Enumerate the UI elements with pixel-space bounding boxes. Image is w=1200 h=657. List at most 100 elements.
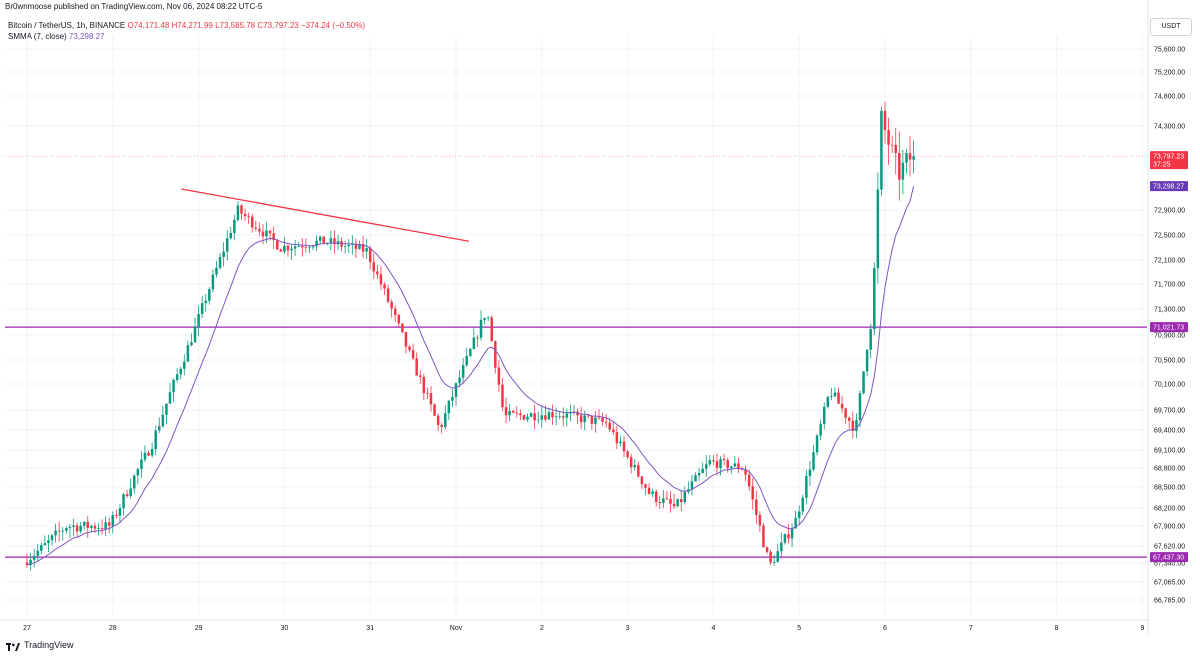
candle-body [519, 413, 522, 416]
x-tick-label: 28 [109, 625, 117, 632]
candle-body [393, 308, 397, 315]
candle-body [776, 551, 780, 563]
candle-body [436, 415, 440, 425]
candle-body [122, 494, 125, 509]
candle-body [100, 528, 104, 530]
candle-body [93, 525, 97, 529]
candle-body [147, 452, 150, 456]
candle-body [190, 342, 193, 346]
candle-body [140, 459, 143, 470]
candle-body [501, 384, 504, 408]
candle-body [390, 301, 393, 309]
candle-body [587, 415, 590, 417]
candle-body [132, 475, 136, 489]
candle-body [483, 317, 486, 320]
candle-body [715, 461, 719, 469]
candle-body [361, 244, 365, 252]
candle-body [158, 426, 161, 431]
candle-body [172, 379, 175, 393]
candle-body [898, 153, 901, 180]
y-tick-label: 68,800.00 [1154, 466, 1185, 473]
candle-body [862, 371, 865, 394]
candle-body [808, 469, 812, 477]
y-tick-label: 70,500.00 [1154, 358, 1185, 365]
candle-body [465, 356, 468, 366]
candle-body [508, 411, 511, 416]
x-tick-label: 6 [883, 625, 887, 632]
candle-body [290, 248, 293, 251]
candle-body [626, 451, 629, 458]
candle-body [497, 367, 501, 385]
candle-body [822, 406, 826, 424]
currency-button[interactable]: USDT [1150, 18, 1192, 36]
candle-body [179, 368, 182, 375]
candle-body [183, 361, 186, 369]
legend-symbol-row: Bitcoin / TetherUS, 1h, BINANCE O74,171.… [8, 20, 365, 31]
candle-body [318, 236, 322, 241]
candle-body [379, 274, 383, 285]
candle-body [376, 271, 379, 275]
candle-body [740, 469, 744, 470]
y-tick-label: 74,800.00 [1154, 94, 1185, 101]
indicator-value: 73,298.27 [68, 32, 105, 41]
candle-body [762, 525, 765, 548]
candle-body [769, 551, 772, 563]
candle-body [383, 284, 386, 289]
candle-body [880, 110, 883, 190]
candle-body [458, 377, 461, 384]
candle-body [386, 288, 390, 302]
candle-body [204, 300, 208, 304]
candle-body [297, 245, 300, 247]
candle-body [186, 345, 190, 362]
candle-body [647, 487, 651, 494]
candle-body [36, 550, 39, 556]
candle-body [208, 289, 211, 301]
candle-body [594, 417, 597, 424]
candle-body [733, 463, 737, 467]
candle-body [651, 491, 654, 494]
candle-body [229, 232, 233, 239]
candle-body [65, 528, 68, 531]
candle-body [240, 205, 243, 214]
candle-body [812, 452, 815, 470]
candle-body [225, 238, 229, 252]
candle-body [461, 365, 465, 378]
candle-body [905, 153, 908, 163]
y-tick-label: 68,200.00 [1154, 506, 1185, 513]
smma-line [26, 185, 915, 566]
candle-body [690, 481, 694, 490]
candle-body [193, 326, 197, 343]
candle-body [597, 417, 601, 419]
candle-body [322, 236, 325, 244]
candle-body [79, 525, 82, 532]
candle-body [780, 542, 783, 552]
level-price-tag-bg [1150, 322, 1188, 333]
y-tick-label: 69,400.00 [1154, 428, 1185, 435]
candle-body [765, 547, 769, 552]
candle-body [712, 460, 715, 462]
candle-body [265, 230, 268, 237]
tradingview-logo-icon [6, 641, 20, 651]
candle-body [819, 423, 822, 436]
candle-body [640, 476, 644, 485]
candle-body [75, 525, 79, 532]
candle-body [447, 400, 451, 414]
trendline [181, 188, 469, 242]
level-price-tag-bg [1150, 552, 1188, 563]
candle-body [143, 452, 147, 460]
candle-body [422, 376, 426, 394]
candle-body [551, 412, 554, 418]
y-tick-label: 72,900.00 [1154, 208, 1185, 215]
candle-body [883, 110, 887, 131]
candle-body [583, 415, 586, 423]
candle-body [308, 247, 311, 249]
y-tick-label: 71,700.00 [1154, 282, 1185, 289]
candle-body [404, 332, 408, 347]
y-tick-label: 75,600.00 [1154, 47, 1185, 54]
candle-body [504, 407, 508, 416]
symbol-label: Bitcoin / TetherUS, 1h, BINANCE [8, 21, 126, 30]
level-price-tag: 71,021.73 [1153, 325, 1184, 332]
candle-body [722, 459, 726, 461]
candle-body [890, 144, 894, 146]
